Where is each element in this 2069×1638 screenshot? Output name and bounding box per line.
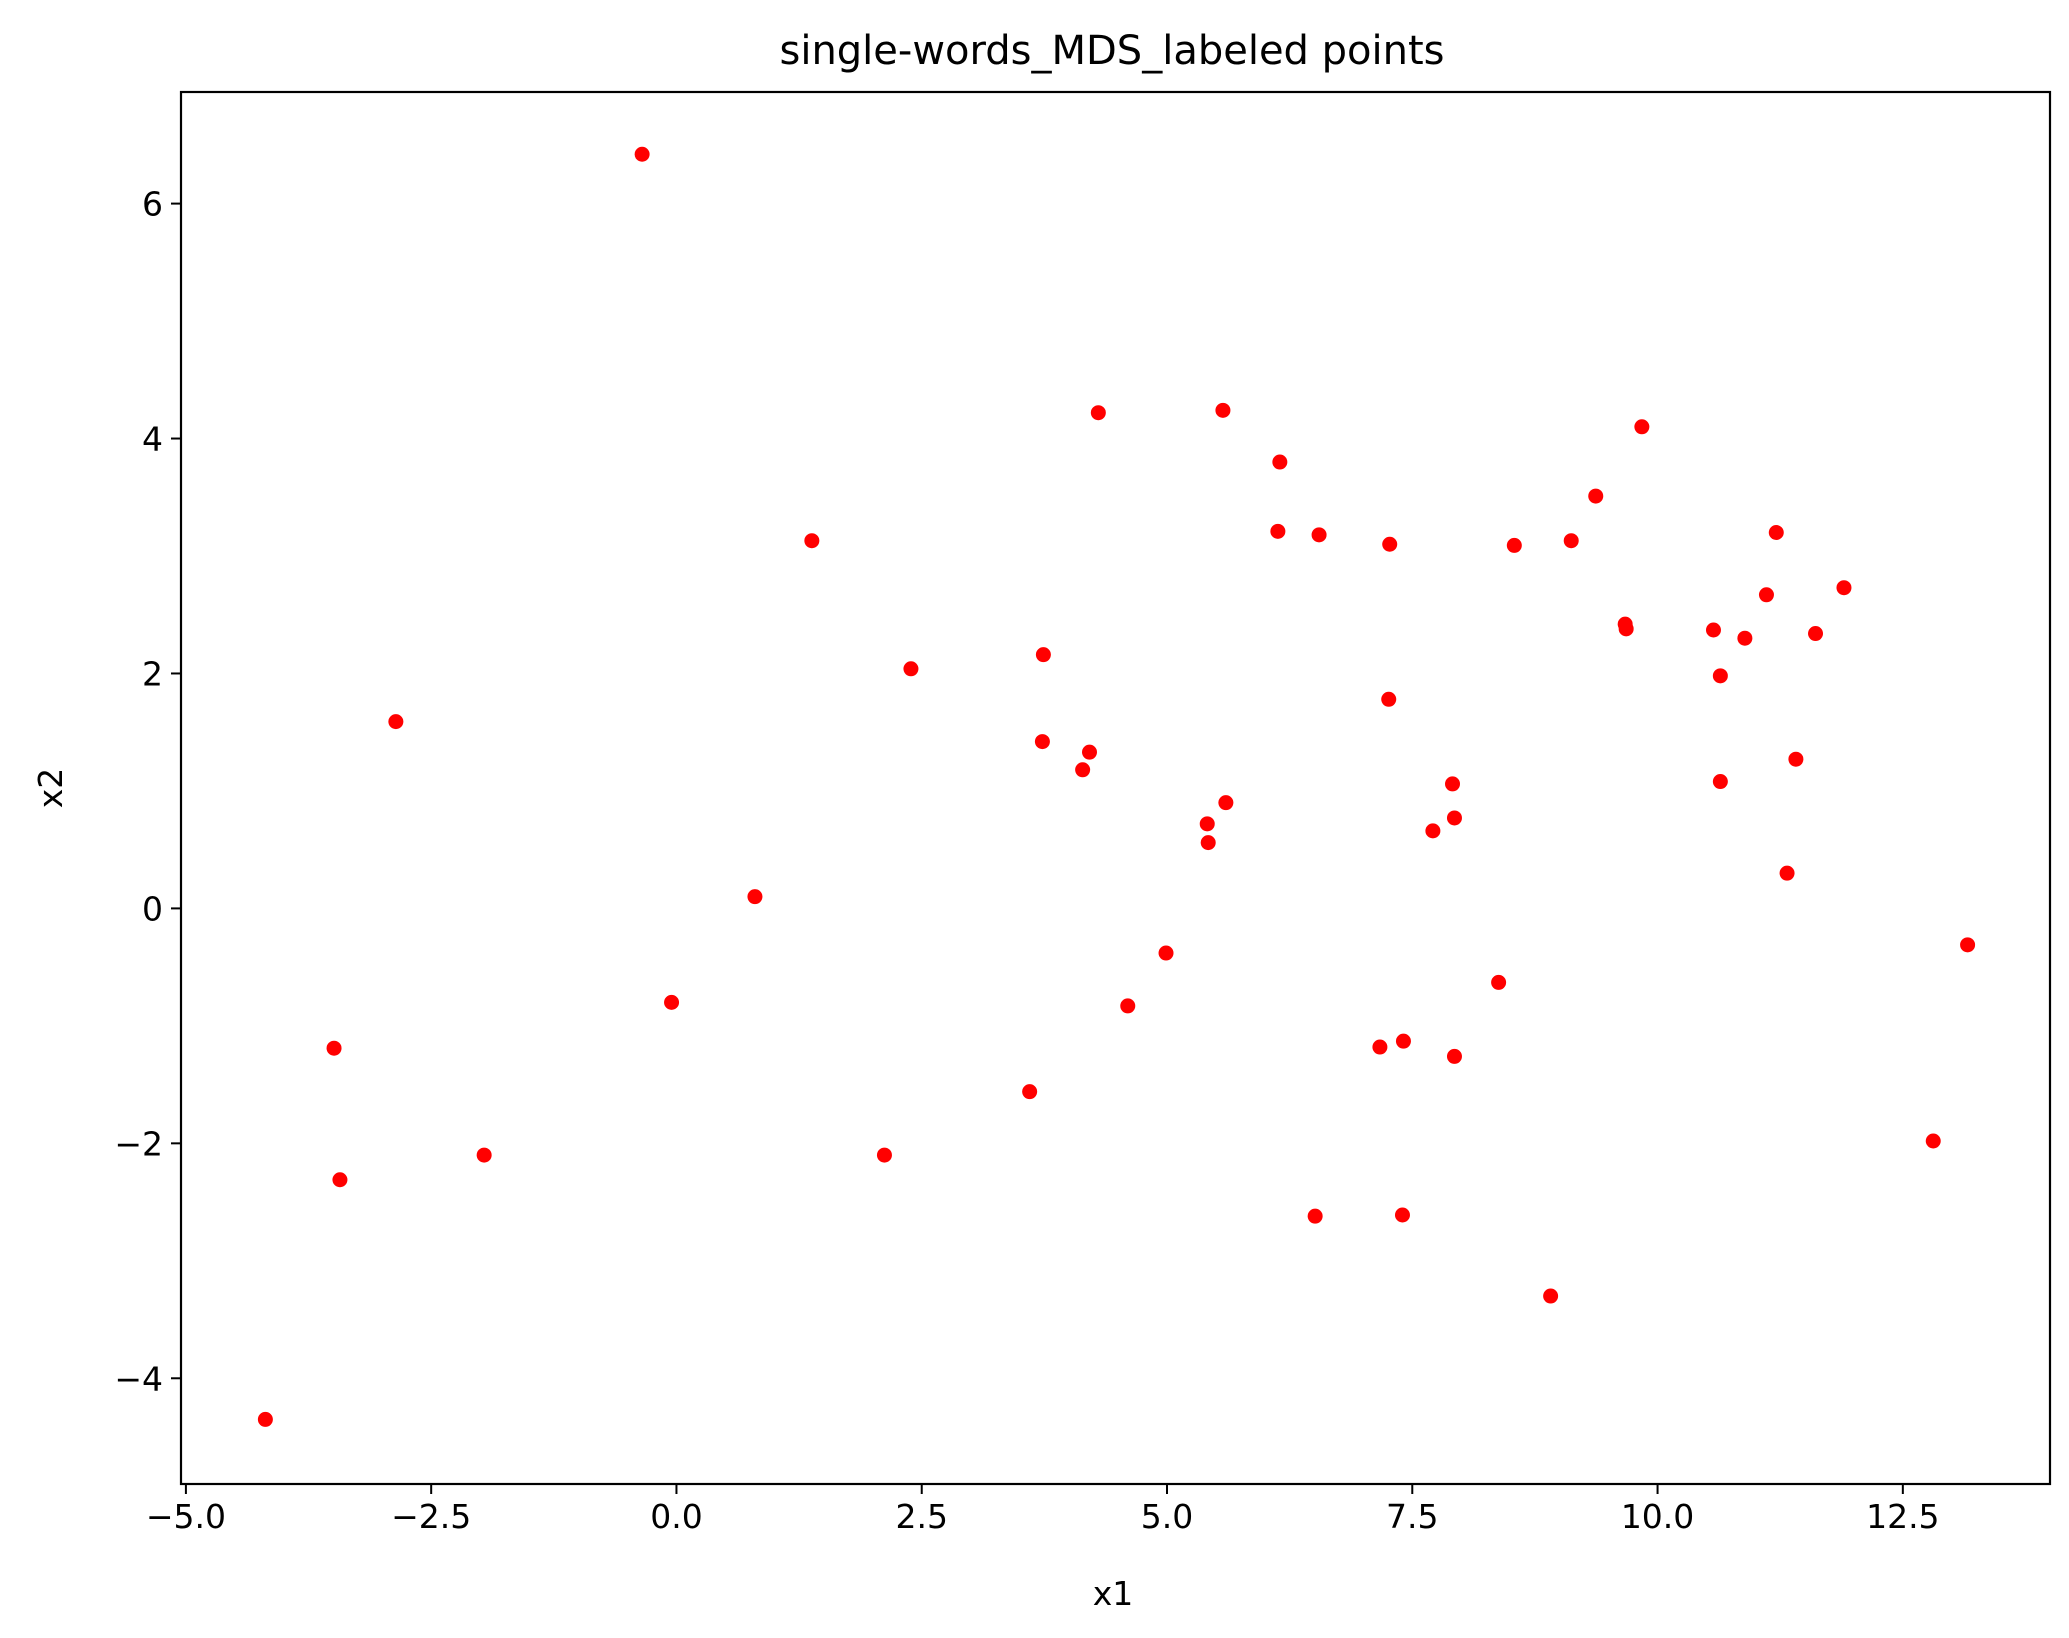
- x-tick-label: 10.0: [1621, 1497, 1694, 1536]
- data-point: [1272, 454, 1288, 470]
- data-point: [1022, 1084, 1038, 1100]
- data-point: [257, 1411, 273, 1427]
- x-tick-label: −2.5: [391, 1497, 471, 1536]
- data-point: [332, 1172, 348, 1188]
- data-point: [664, 994, 680, 1010]
- data-point: [1090, 405, 1106, 421]
- data-point: [1035, 647, 1051, 663]
- x-tick-label: 2.5: [895, 1497, 947, 1536]
- data-point: [1758, 587, 1774, 603]
- data-point: [1082, 744, 1098, 760]
- data-point: [1712, 774, 1728, 790]
- plot-frame: [179, 90, 2052, 1486]
- data-point: [1158, 945, 1174, 961]
- data-point: [1200, 835, 1216, 851]
- data-point: [1563, 533, 1579, 549]
- data-point: [1445, 776, 1461, 792]
- data-point: [1925, 1133, 1941, 1149]
- data-point: [1311, 527, 1327, 543]
- data-point: [1382, 536, 1398, 552]
- data-point: [1394, 1207, 1410, 1223]
- data-point: [1075, 762, 1091, 778]
- data-point: [1543, 1288, 1559, 1304]
- x-tick-label: 7.5: [1386, 1497, 1438, 1536]
- y-tick-label: 2: [142, 654, 163, 693]
- data-point: [1808, 626, 1824, 642]
- data-point: [1307, 1208, 1323, 1224]
- x-tick-label: 12.5: [1866, 1497, 1939, 1536]
- data-point: [1788, 751, 1804, 767]
- data-point: [804, 533, 820, 549]
- data-point: [1634, 419, 1650, 435]
- y-tick-label: −2: [114, 1124, 163, 1163]
- data-point: [476, 1147, 492, 1163]
- data-point: [1446, 810, 1462, 826]
- data-point: [1034, 734, 1050, 750]
- chart-title: single-words_MDS_labeled points: [779, 28, 1444, 74]
- data-point: [1425, 823, 1441, 839]
- x-tick-label: 0.0: [650, 1497, 702, 1536]
- data-point: [1372, 1039, 1388, 1055]
- data-point: [903, 661, 919, 677]
- data-point: [1395, 1033, 1411, 1049]
- data-point: [1218, 795, 1234, 811]
- data-point: [1199, 816, 1215, 832]
- data-point: [1737, 630, 1753, 646]
- data-point: [1506, 537, 1522, 553]
- data-point: [326, 1040, 342, 1056]
- data-point: [388, 714, 404, 730]
- data-point: [1120, 998, 1136, 1014]
- data-point: [1768, 525, 1784, 541]
- x-axis-label: x1: [1093, 1574, 1134, 1613]
- data-point: [1215, 402, 1231, 418]
- y-axis-ticks: −4 −2 0 2 4 6: [114, 185, 181, 1398]
- data-point: [1381, 691, 1397, 707]
- data-point: [1779, 865, 1795, 881]
- y-tick-label: 6: [142, 185, 163, 224]
- x-tick-label: 5.0: [1141, 1497, 1193, 1536]
- data-point: [634, 146, 650, 162]
- y-tick-label: −4: [114, 1359, 163, 1398]
- data-point: [747, 889, 763, 905]
- data-point: [1618, 621, 1634, 637]
- data-point: [1446, 1048, 1462, 1064]
- data-point: [1712, 668, 1728, 684]
- data-point: [876, 1147, 892, 1163]
- data-point: [1960, 937, 1976, 953]
- data-point: [1491, 974, 1507, 990]
- data-point: [1270, 523, 1286, 539]
- data-point: [1705, 622, 1721, 638]
- x-tick-label: −5.0: [146, 1497, 226, 1536]
- points-layer: [257, 146, 1976, 1427]
- y-axis-label: x2: [31, 768, 70, 809]
- y-tick-label: 4: [142, 420, 163, 459]
- x-axis-ticks: −5.0 −2.5 0.0 2.5 5.0 7.5 10.0 12.5: [146, 1484, 1940, 1536]
- data-point: [1836, 580, 1852, 596]
- y-tick-label: 0: [142, 889, 163, 928]
- data-point: [1588, 488, 1604, 504]
